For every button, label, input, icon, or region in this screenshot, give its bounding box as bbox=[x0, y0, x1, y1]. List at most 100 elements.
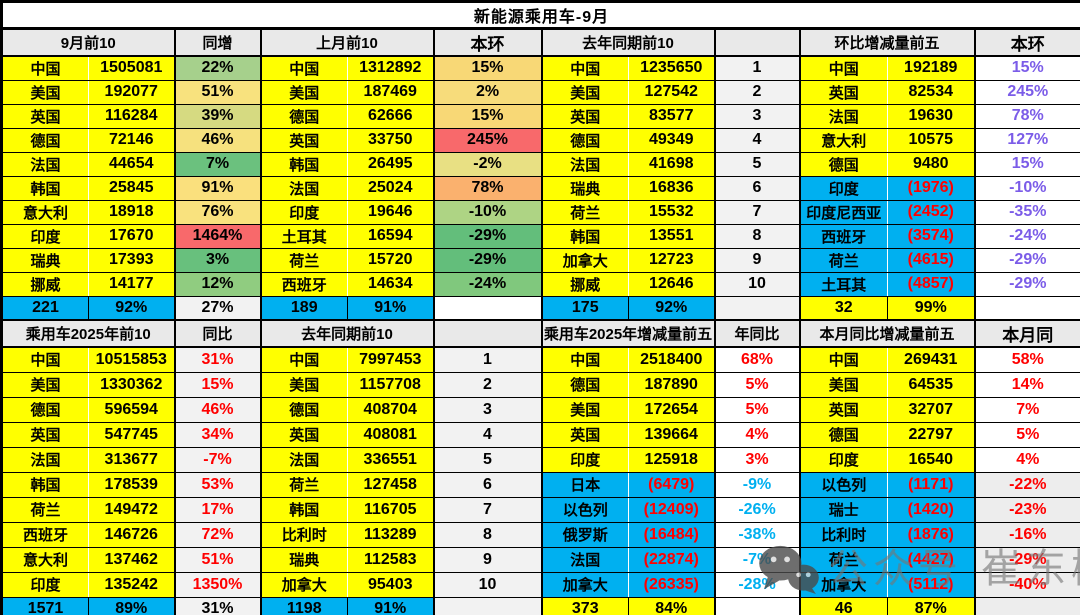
country-cell: 中国 bbox=[541, 347, 629, 373]
country-cell: 英国 bbox=[799, 397, 888, 423]
country-cell: 印度 bbox=[541, 447, 629, 473]
pct-cell: 91% bbox=[174, 176, 262, 201]
country-cell: 比利时 bbox=[260, 522, 348, 548]
pct-cell: 68% bbox=[714, 347, 801, 373]
header-ytd-2025-top10: 乘用车2025年前10 bbox=[1, 319, 176, 348]
country-cell: 美国 bbox=[799, 372, 888, 398]
value-cell: (3574) bbox=[887, 224, 976, 249]
value-cell: 178539 bbox=[88, 472, 176, 498]
pct-cell: -9% bbox=[714, 472, 801, 498]
pct-cell: 58% bbox=[974, 347, 1080, 373]
rank-cell: 6 bbox=[433, 472, 543, 498]
country-cell: 中国 bbox=[1, 347, 89, 373]
pct-cell: -29% bbox=[433, 248, 543, 273]
value-cell: 192189 bbox=[887, 56, 976, 81]
country-cell: 中国 bbox=[541, 56, 629, 81]
pct-cell: 34% bbox=[174, 422, 262, 448]
country-cell: 韩国 bbox=[1, 176, 89, 201]
header-last-year-top10-pct bbox=[714, 27, 801, 57]
pct-cell: -28% bbox=[714, 572, 801, 598]
header-last-year-top10: 去年同期前10 bbox=[541, 27, 716, 57]
country-cell: 瑞士 bbox=[799, 497, 888, 523]
country-cell: 美国 bbox=[260, 372, 348, 398]
pct-cell: -29% bbox=[433, 224, 543, 249]
country-cell: 德国 bbox=[260, 397, 348, 423]
pct-cell: 15% bbox=[974, 56, 1080, 81]
table-title: 新能源乘用车-9月 bbox=[1, 1, 1080, 30]
value-cell: 14634 bbox=[347, 272, 435, 297]
value-cell: 49349 bbox=[628, 128, 716, 153]
country-cell: 法国 bbox=[541, 547, 629, 573]
country-cell: 意大利 bbox=[1, 200, 89, 225]
country-cell: 德国 bbox=[541, 372, 629, 398]
value-cell: 116284 bbox=[88, 104, 176, 129]
summary-share-cell: 92% bbox=[88, 296, 176, 321]
country-cell: 印度 bbox=[260, 200, 348, 225]
value-cell: 192077 bbox=[88, 80, 176, 105]
value-cell: 19646 bbox=[347, 200, 435, 225]
summary-count-cell: 1571 bbox=[1, 597, 89, 615]
pct-cell: 3% bbox=[714, 447, 801, 473]
country-cell: 法国 bbox=[1, 447, 89, 473]
value-cell: 113289 bbox=[347, 522, 435, 548]
value-cell: 10515853 bbox=[88, 347, 176, 373]
pct-cell: 4% bbox=[974, 447, 1080, 473]
pct-cell: 15% bbox=[974, 152, 1080, 177]
pct-cell: 72% bbox=[174, 522, 262, 548]
country-cell: 德国 bbox=[260, 104, 348, 129]
country-cell: 荷兰 bbox=[1, 497, 89, 523]
country-cell: 法国 bbox=[260, 447, 348, 473]
pct-cell: -16% bbox=[974, 522, 1080, 548]
pct-cell: 51% bbox=[174, 547, 262, 573]
pct-cell: 2% bbox=[433, 80, 543, 105]
value-cell: (1420) bbox=[887, 497, 976, 523]
value-cell: 1330362 bbox=[88, 372, 176, 398]
pct-cell: -29% bbox=[974, 272, 1080, 297]
country-cell: 荷兰 bbox=[541, 200, 629, 225]
header-month-yoy-delta-top5-pct: 本月同 bbox=[974, 319, 1080, 348]
value-cell: 16540 bbox=[887, 447, 976, 473]
rank-cell: 7 bbox=[714, 200, 801, 225]
country-cell: 瑞典 bbox=[1, 248, 89, 273]
country-cell: 印度 bbox=[1, 224, 89, 249]
pct-cell: -7% bbox=[714, 547, 801, 573]
value-cell: 2518400 bbox=[628, 347, 716, 373]
country-cell: 加拿大 bbox=[541, 572, 629, 598]
pct-cell: 17% bbox=[174, 497, 262, 523]
country-cell: 美国 bbox=[1, 80, 89, 105]
country-cell: 中国 bbox=[260, 347, 348, 373]
pct-cell: -2% bbox=[433, 152, 543, 177]
value-cell: 137462 bbox=[88, 547, 176, 573]
summary-count-cell: 32 bbox=[799, 296, 888, 321]
country-cell: 法国 bbox=[541, 152, 629, 177]
pct-cell: -35% bbox=[974, 200, 1080, 225]
pct-cell: 5% bbox=[974, 422, 1080, 448]
header-month-yoy-delta-top5: 本月同比增减量前五 bbox=[799, 319, 976, 348]
country-cell: 加拿大 bbox=[260, 572, 348, 598]
value-cell: 7997453 bbox=[347, 347, 435, 373]
country-cell: 印度 bbox=[799, 447, 888, 473]
pct-cell: 5% bbox=[714, 372, 801, 398]
country-cell: 美国 bbox=[260, 80, 348, 105]
value-cell: 95403 bbox=[347, 572, 435, 598]
value-cell: (4427) bbox=[887, 547, 976, 573]
value-cell: 125918 bbox=[628, 447, 716, 473]
value-cell: 32707 bbox=[887, 397, 976, 423]
rank-cell: 5 bbox=[433, 447, 543, 473]
pct-cell: 1350% bbox=[174, 572, 262, 598]
rank-cell: 7 bbox=[433, 497, 543, 523]
summary-share-cell: 84% bbox=[628, 597, 716, 615]
value-cell: 25024 bbox=[347, 176, 435, 201]
summary-pct-cell bbox=[714, 597, 801, 615]
country-cell: 荷兰 bbox=[260, 248, 348, 273]
value-cell: (1976) bbox=[887, 176, 976, 201]
country-cell: 西班牙 bbox=[260, 272, 348, 297]
value-cell: 408704 bbox=[347, 397, 435, 423]
pct-cell: -38% bbox=[714, 522, 801, 548]
country-cell: 英国 bbox=[260, 128, 348, 153]
rank-cell: 3 bbox=[433, 397, 543, 423]
value-cell: 1312892 bbox=[347, 56, 435, 81]
value-cell: 17670 bbox=[88, 224, 176, 249]
summary-count-cell: 175 bbox=[541, 296, 629, 321]
country-cell: 德国 bbox=[799, 152, 888, 177]
